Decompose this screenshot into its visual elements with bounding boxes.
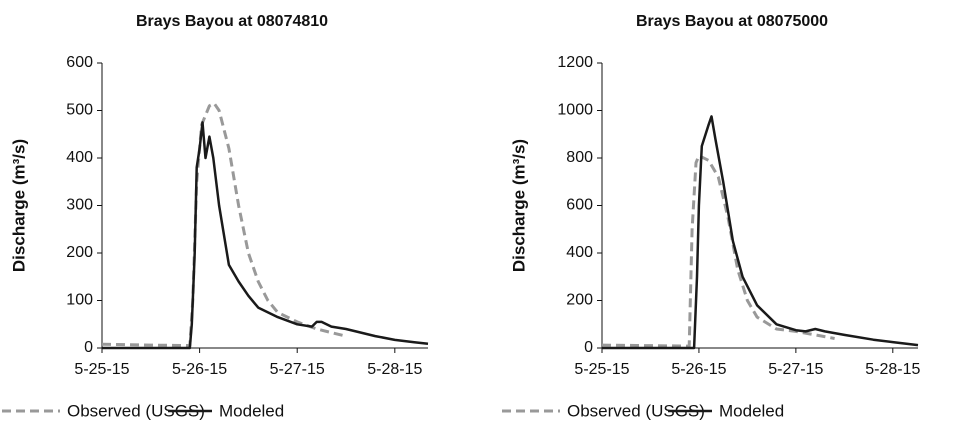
y-tick-label: 300 [66, 197, 93, 214]
legend-label: Modeled [719, 401, 784, 420]
y-tick-label: 100 [66, 292, 93, 309]
x-tick-label: 5-28-15 [865, 361, 920, 378]
x-tick-label: 5-26-15 [671, 361, 726, 378]
y-tick-label: 0 [84, 339, 93, 356]
y-tick-label: 0 [584, 339, 593, 356]
x-tick-label: 5-25-15 [574, 361, 629, 378]
y-tick-label: 1200 [557, 54, 593, 71]
y-tick-label: 200 [566, 292, 593, 309]
y-axis-label: Discharge (m³/s) [509, 139, 528, 272]
y-tick-label: 600 [566, 197, 593, 214]
y-tick-label: 200 [66, 244, 93, 261]
y-tick-label: 600 [66, 54, 93, 71]
data-line [102, 121, 429, 350]
x-tick-label: 5-25-15 [74, 361, 129, 378]
y-tick-label: 800 [566, 149, 593, 166]
legend-label: Modeled [219, 401, 284, 420]
y-tick-label: 400 [66, 149, 93, 166]
y-tick-label: 500 [66, 102, 93, 119]
legend-label: Observed (USGS) [567, 401, 705, 420]
y-tick-label: 1000 [557, 102, 593, 119]
x-tick-label: 5-28-15 [367, 361, 422, 378]
data-line [101, 101, 347, 348]
x-tick-label: 5-27-15 [768, 361, 823, 378]
legend-label: Observed (USGS) [67, 401, 205, 420]
y-axis-label: Discharge (m³/s) [9, 139, 28, 272]
data-line [602, 115, 919, 350]
x-tick-label: 5-26-15 [172, 361, 227, 378]
y-tick-label: 400 [566, 244, 593, 261]
chart-title: Brays Bayou at 08075000 [636, 13, 828, 30]
chart-title: Brays Bayou at 08074810 [136, 13, 328, 30]
x-tick-label: 5-27-15 [270, 361, 325, 378]
data-line [601, 154, 835, 348]
